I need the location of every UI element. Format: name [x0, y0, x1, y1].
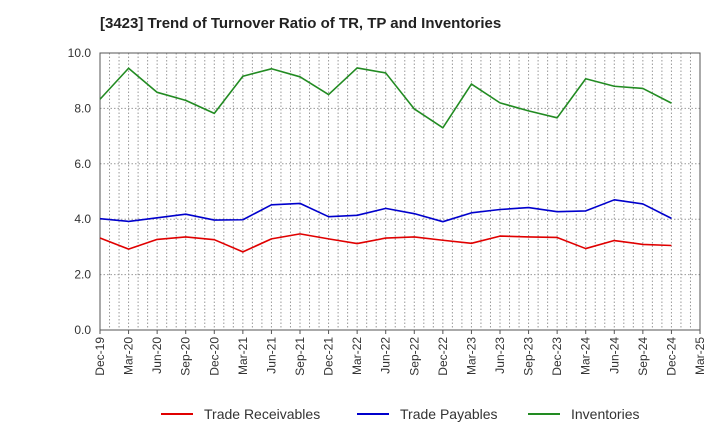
- x-tick-label: Mar-24: [579, 337, 593, 375]
- y-tick-label: 4.0: [74, 212, 91, 226]
- series-layer: [99, 67, 672, 253]
- x-tick-label: Jun-23: [493, 337, 507, 374]
- x-tick-label: Mar-23: [464, 337, 478, 375]
- x-tick-label: Dec-19: [93, 337, 107, 376]
- y-tick-label: 8.0: [74, 101, 91, 115]
- x-tick-label: Dec-21: [322, 337, 336, 376]
- y-tick-label: 6.0: [74, 157, 91, 171]
- legend-label-inventories: Inventories: [571, 406, 639, 422]
- y-tick-label: 0.0: [74, 323, 91, 337]
- x-tick-label: Mar-21: [236, 337, 250, 375]
- x-tick-label: Jun-22: [379, 337, 393, 374]
- x-tick-label: Jun-21: [264, 337, 278, 374]
- x-tick-label: Mar-25: [693, 337, 707, 375]
- x-tick-label: Sep-21: [293, 337, 307, 376]
- axis-layer: 0.0 2.0 4.0 6.0 8.0 10.0 Dec-19 Mar-20 Jun-20 Sep…: [68, 46, 707, 376]
- series-line-inventories: [99, 67, 672, 129]
- x-tick-label: Dec-20: [207, 337, 221, 376]
- x-tick-label: Sep-24: [636, 337, 650, 376]
- x-tick-label: Mar-20: [122, 337, 136, 375]
- series-line-trade-receivables: [99, 233, 672, 253]
- x-tick-label: Dec-22: [436, 337, 450, 376]
- x-tick-label: Dec-24: [664, 337, 678, 376]
- legend-label-trade-receivables: Trade Receivables: [204, 406, 320, 422]
- y-tick-label: 2.0: [74, 268, 91, 282]
- plot-frame: [99, 52, 701, 331]
- grid-layer: [99, 52, 701, 331]
- x-tick-label: Jun-24: [607, 337, 621, 374]
- series-line-trade-payables: [99, 199, 672, 223]
- y-tick-label: 10.0: [68, 46, 92, 60]
- legend-label-trade-payables: Trade Payables: [400, 406, 498, 422]
- x-tick-label: Sep-22: [407, 337, 421, 376]
- x-tick-label: Sep-23: [522, 337, 536, 376]
- legend: Trade Receivables Trade Payables Inventori…: [161, 406, 639, 422]
- x-tick-label: Jun-20: [150, 337, 164, 374]
- chart-title: [3423] Trend of Turnover Ratio of TR, TP…: [100, 15, 502, 32]
- x-tick-label: Mar-22: [350, 337, 364, 375]
- x-tick-label: Dec-23: [550, 337, 564, 376]
- x-tick-label: Sep-20: [179, 337, 193, 376]
